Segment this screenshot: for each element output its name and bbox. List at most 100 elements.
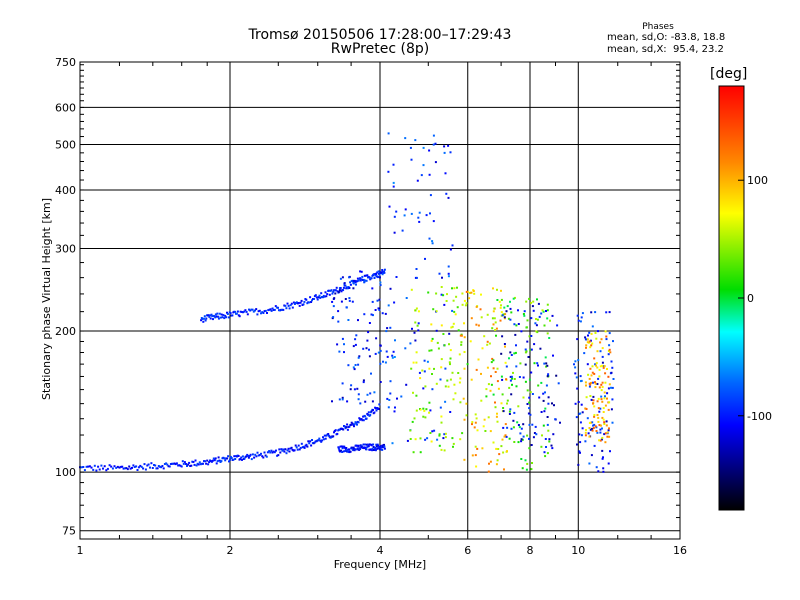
data-point (591, 371, 594, 374)
data-point (371, 447, 374, 450)
data-point (463, 418, 466, 421)
data-point (602, 467, 605, 470)
data-point (475, 465, 478, 468)
phases-legend-x: mean, sd,X: 95.4, 23.2 (607, 44, 724, 55)
data-point (435, 382, 438, 385)
data-point (404, 208, 407, 211)
data-point (190, 464, 193, 467)
data-point (543, 324, 546, 327)
data-point (376, 299, 379, 302)
data-point (447, 385, 450, 388)
data-point (544, 438, 547, 440)
data-point (353, 388, 356, 391)
data-point (587, 341, 590, 344)
data-point (269, 308, 272, 311)
data-point (465, 414, 468, 417)
data-point (522, 313, 525, 315)
data-point (588, 462, 591, 465)
data-point (606, 368, 608, 370)
data-point (386, 327, 389, 330)
data-point (256, 451, 259, 454)
data-point (528, 407, 531, 410)
data-point (245, 310, 248, 313)
data-point (362, 415, 365, 418)
data-point (603, 365, 606, 368)
y-tick-label: 100 (55, 466, 76, 479)
data-point (147, 463, 150, 466)
data-point (210, 460, 213, 463)
data-point (604, 372, 607, 375)
data-point (605, 424, 608, 427)
data-point (494, 329, 497, 331)
data-point (229, 312, 232, 315)
data-point (534, 425, 537, 428)
data-point (443, 151, 446, 154)
data-point (603, 421, 606, 424)
data-point (371, 287, 374, 290)
data-point (469, 340, 472, 343)
data-point (503, 435, 506, 438)
data-point (153, 464, 155, 466)
data-point (444, 432, 447, 435)
data-point (346, 400, 349, 403)
data-point (596, 414, 599, 416)
data-point (607, 462, 610, 465)
data-point (218, 312, 221, 315)
data-point (372, 446, 375, 448)
data-point (476, 429, 479, 432)
data-point (509, 318, 512, 321)
data-point (378, 309, 381, 311)
data-point (381, 269, 384, 271)
data-point (125, 467, 128, 470)
data-point (367, 411, 370, 414)
data-point (233, 455, 236, 458)
data-point (520, 438, 523, 441)
data-point (464, 304, 467, 307)
data-point (579, 441, 582, 444)
data-point (576, 314, 579, 317)
data-point (546, 317, 549, 320)
data-point (232, 458, 235, 461)
data-point (284, 304, 287, 307)
data-point (531, 305, 534, 308)
data-point (599, 365, 602, 368)
data-point (381, 273, 384, 276)
data-point (220, 313, 223, 316)
data-point (217, 315, 220, 318)
data-point (544, 356, 547, 359)
data-point (415, 394, 418, 397)
data-point (535, 433, 538, 436)
data-point (423, 370, 426, 373)
data-point (415, 276, 418, 279)
data-point (256, 313, 259, 316)
data-point (605, 338, 608, 341)
data-point (347, 319, 350, 321)
data-point (594, 386, 597, 389)
data-point (597, 470, 600, 473)
data-point (311, 299, 313, 302)
data-point (299, 301, 302, 304)
data-point (603, 433, 606, 436)
data-point (587, 373, 590, 376)
data-point (348, 448, 350, 451)
data-point (484, 430, 487, 432)
data-point (589, 395, 592, 397)
data-point (381, 444, 384, 447)
data-point (207, 314, 210, 317)
data-point (508, 413, 511, 415)
data-point (119, 465, 122, 468)
data-point (149, 466, 151, 469)
data-point (377, 444, 380, 447)
data-point (394, 339, 396, 342)
data-point (317, 296, 320, 299)
data-point (129, 467, 132, 470)
data-point (604, 441, 607, 444)
data-point (514, 351, 517, 354)
data-point (457, 372, 460, 374)
data-point (321, 296, 324, 299)
data-point (160, 466, 163, 469)
data-point (209, 314, 211, 317)
data-point (438, 272, 441, 275)
data-point (588, 331, 591, 334)
data-point (83, 469, 86, 472)
